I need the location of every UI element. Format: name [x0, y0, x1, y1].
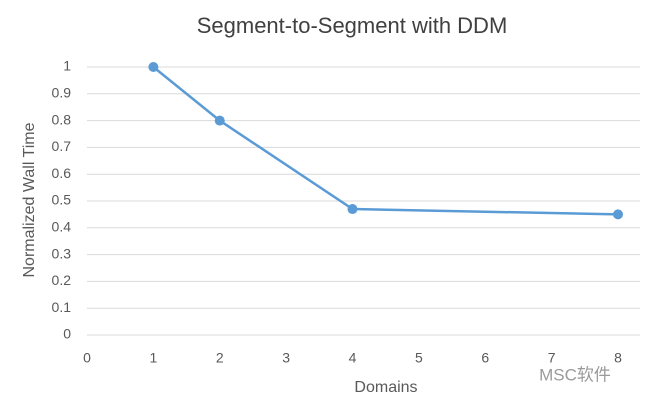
x-tick-label: 2	[216, 350, 224, 366]
data-point	[148, 62, 159, 72]
y-tick-label: 0.2	[52, 272, 72, 288]
y-tick-label: 0.6	[52, 165, 72, 181]
x-tick-label: 5	[415, 350, 423, 366]
y-tick-label: 0.1	[52, 299, 72, 315]
x-tick-label: 0	[83, 350, 91, 366]
chart-title: Segment-to-Segment with DDM	[197, 13, 508, 38]
x-tick-label: 3	[282, 350, 290, 366]
y-axis-label: Normalized Wall Time	[21, 122, 38, 277]
y-tick-label: 0.3	[52, 245, 72, 261]
y-tick-label: 0.9	[52, 85, 72, 101]
y-tick-label: 0	[63, 326, 71, 342]
x-tick-label: 8	[614, 350, 622, 366]
watermark: MSC软件	[539, 365, 611, 384]
series-line	[152, 66, 619, 216]
x-tick-label: 4	[349, 350, 357, 366]
data-point	[347, 204, 358, 215]
data-point	[214, 115, 225, 126]
y-tick-label: 0.7	[52, 138, 72, 154]
data-point	[613, 209, 623, 220]
x-tick-label: 1	[149, 350, 157, 366]
x-tick-label: 6	[481, 350, 489, 366]
y-tick-label: 0.8	[52, 111, 72, 127]
y-tick-label: 0.4	[52, 219, 72, 235]
y-tick-label: 1	[63, 58, 71, 74]
y-tick-label: 0.5	[52, 192, 72, 208]
x-axis-label: Domains	[354, 379, 417, 396]
x-tick-label: 7	[548, 350, 556, 366]
